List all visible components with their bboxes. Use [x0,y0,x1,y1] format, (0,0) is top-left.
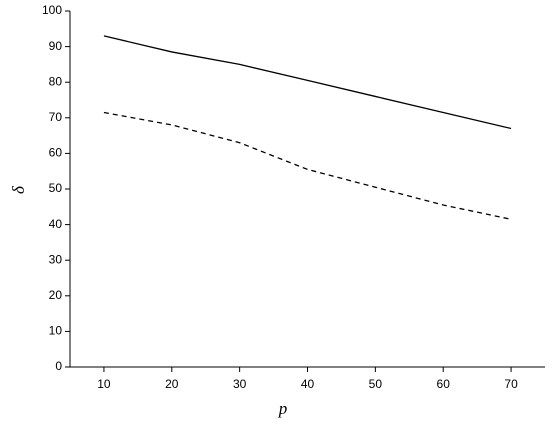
y-tick-label: 0 [55,359,62,373]
x-tick-label: 10 [97,377,111,391]
x-tick-label: 50 [369,377,383,391]
y-tick-label: 50 [49,181,63,195]
y-tick-label: 30 [49,252,63,266]
x-tick-label: 70 [504,377,518,391]
y-tick-label: 80 [49,74,63,88]
y-axis-title: δ [9,185,28,194]
y-tick-label: 100 [42,3,62,17]
y-tick-label: 20 [49,288,63,302]
y-tick-label: 10 [49,324,63,338]
x-tick-label: 30 [233,377,247,391]
series-line [103,35,512,130]
y-tick-label: 40 [49,217,63,231]
y-tick-label: 60 [49,146,63,160]
series-line [103,111,512,220]
x-tick-label: 60 [437,377,451,391]
x-tick-label: 40 [301,377,315,391]
y-tick-label: 70 [49,110,63,124]
x-tick-label: 20 [165,377,179,391]
y-tick-label: 90 [49,39,63,53]
x-axis-title: p [278,399,288,418]
